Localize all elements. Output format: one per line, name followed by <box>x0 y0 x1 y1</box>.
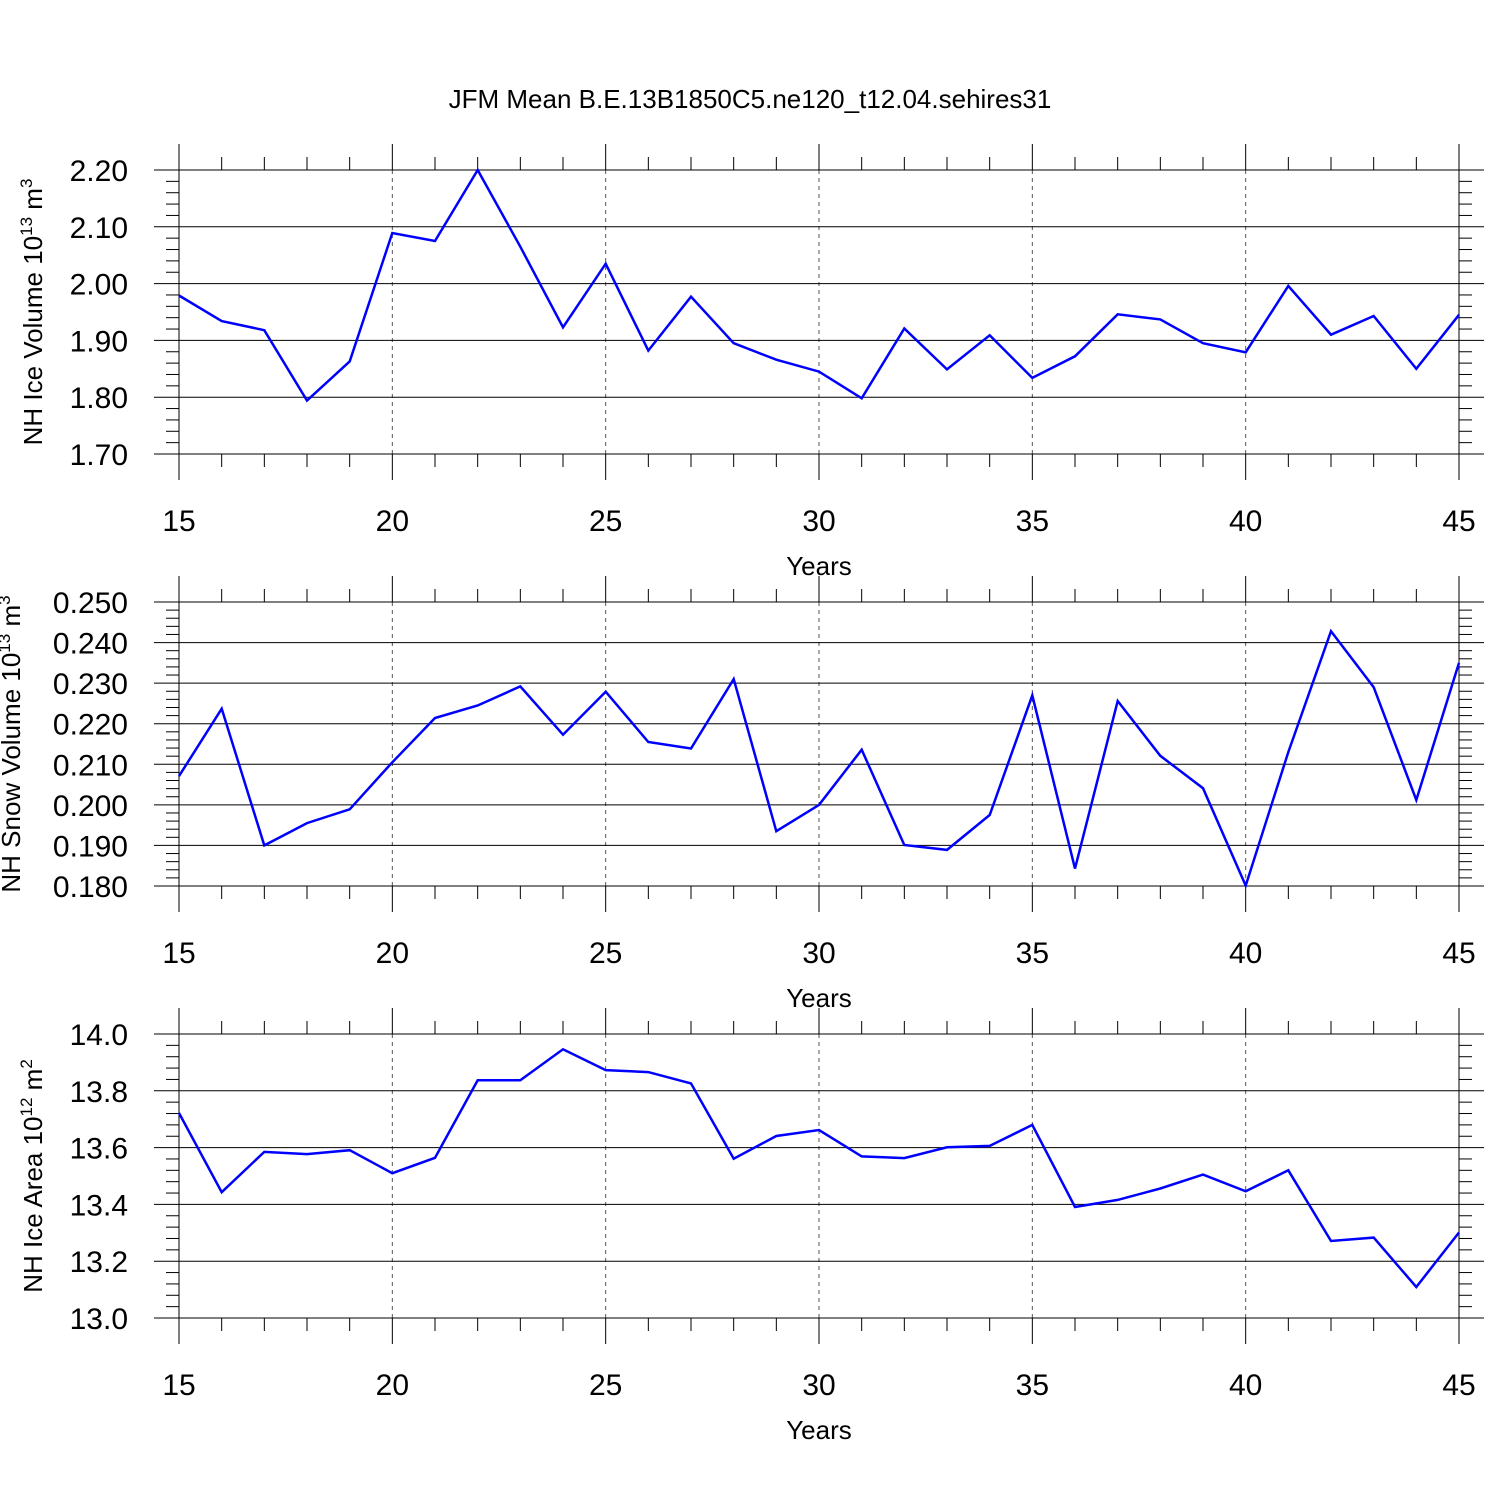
y-tick-label: 0.230 <box>53 668 128 701</box>
y-tick-label: 13.8 <box>70 1076 128 1109</box>
x-tick-label: 15 <box>162 1369 195 1402</box>
x-tick-label: 15 <box>162 505 195 538</box>
chart-title: JFM Mean B.E.13B1850C5.ne120_t12.04.sehi… <box>448 84 1052 114</box>
panel-2: 0.180 0.190 0.200 0.210 0.220 0.230 0.240 0.250… <box>0 576 1484 1013</box>
x-tick-label: 40 <box>1229 505 1262 538</box>
x-tick-label: 30 <box>802 505 835 538</box>
y-tick-label: 1.90 <box>70 325 128 358</box>
y-tick-label: 2.00 <box>70 269 128 302</box>
x-tick-label: 20 <box>376 505 409 538</box>
x-tick-label: 40 <box>1229 937 1262 970</box>
x-tick-label: 45 <box>1442 1369 1475 1402</box>
y-tick-label: 0.180 <box>53 871 128 904</box>
x-tick-label: 25 <box>589 1369 622 1402</box>
y-tick-label: 0.240 <box>53 628 128 661</box>
x-tick-label: 20 <box>376 937 409 970</box>
x-tick-label: 25 <box>589 937 622 970</box>
y-tick-label: 2.10 <box>70 212 128 245</box>
y-tick-label: 0.200 <box>53 790 128 823</box>
y-tick-label: 14.0 <box>70 1019 128 1052</box>
y-tick-label: 13.0 <box>70 1303 128 1336</box>
x-tick-label: 30 <box>802 937 835 970</box>
x-tick-label: 20 <box>376 1369 409 1402</box>
x-axis-label: Years <box>786 1415 852 1445</box>
y-axis-label: NH Ice Area 1012 m2 <box>17 1059 48 1293</box>
panel-3: 13.0 13.2 13.4 13.6 13.8 14.0 15 20 25 30 35 40 45 Ye… <box>17 1008 1484 1445</box>
series-line <box>178 167 1460 403</box>
y-tick-label: 13.4 <box>70 1189 128 1222</box>
x-tick-label: 40 <box>1229 1369 1262 1402</box>
x-tick-label: 45 <box>1442 937 1475 970</box>
y-tick-label: 13.6 <box>70 1133 128 1166</box>
series-line <box>177 628 1461 890</box>
y-tick-label: 0.210 <box>53 749 128 782</box>
y-tick-label: 13.2 <box>70 1246 128 1279</box>
y-tick-label: 0.190 <box>53 830 128 863</box>
x-tick-label: 35 <box>1016 505 1049 538</box>
y-tick-label: 0.220 <box>53 709 128 742</box>
y-tick-label: 2.20 <box>70 155 128 188</box>
y-tick-label: 1.70 <box>70 439 128 472</box>
x-tick-label: 45 <box>1442 505 1475 538</box>
x-tick-label: 15 <box>162 937 195 970</box>
y-axis-label: NH Ice Volume 1013 m3 <box>17 179 48 446</box>
y-axis-label: NH Snow Volume 1013 m3 <box>0 595 26 892</box>
y-tick-label: 1.80 <box>70 382 128 415</box>
x-tick-label: 35 <box>1016 937 1049 970</box>
x-tick-label: 35 <box>1016 1369 1049 1402</box>
x-tick-label: 25 <box>589 505 622 538</box>
y-tick-label: 0.250 <box>53 587 128 620</box>
x-tick-label: 30 <box>802 1369 835 1402</box>
